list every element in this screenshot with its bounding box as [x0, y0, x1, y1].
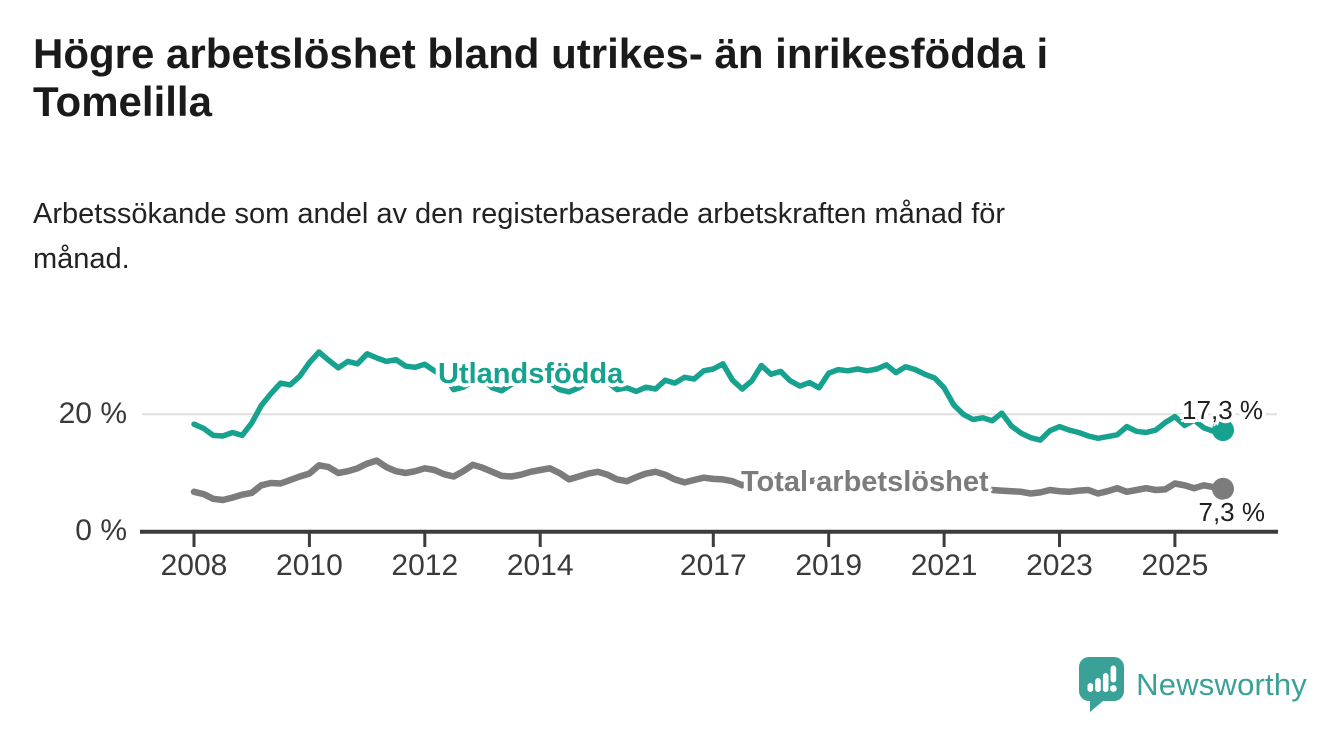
- x-tick-label-2025: 2025: [1141, 549, 1209, 582]
- end-value-label-utlandsfodda: 17,3 %: [1182, 395, 1263, 425]
- end-dot-utlandsfodda: [1212, 419, 1234, 442]
- x-tick-label-2021: 2021: [910, 549, 978, 582]
- x-tick-label-2023: 2023: [1026, 549, 1093, 582]
- x-tick-label-2019: 2019: [795, 549, 863, 582]
- end-value-label-total: 7,3 %: [1198, 497, 1266, 527]
- x-tick-label-2010: 2010: [276, 549, 343, 582]
- y-axis-label-20pct: 20 %: [58, 397, 127, 430]
- brand-name: Newsworthy: [1136, 666, 1307, 702]
- x-tick-label-2014: 2014: [506, 549, 574, 582]
- end-dot-total-arbetsloshet: [1212, 477, 1234, 500]
- speech-bubble-bar-chart-icon: [1079, 657, 1125, 712]
- page-subtitle: Arbetssökande som andel av den registerb…: [33, 198, 1006, 275]
- page-title: Högre arbetslöshet bland utrikes- än inr…: [33, 30, 1049, 125]
- series-line-utlandsfodda: [191, 349, 1226, 443]
- series-label-utlandsfodda: Utlandsfödda: [438, 358, 624, 390]
- series-line-total-arbetsloshet: [190, 457, 1227, 504]
- x-tick-label-2017: 2017: [679, 549, 747, 582]
- x-tick-label-2008: 2008: [160, 549, 228, 582]
- y-axis-label-0pct: 0 %: [75, 514, 127, 547]
- x-tick-label-2012: 2012: [391, 549, 459, 582]
- newsworthy-logo: Newsworthy: [1078, 656, 1307, 713]
- series-label-total-arbetsloshet: Total arbetslöshet: [741, 466, 989, 498]
